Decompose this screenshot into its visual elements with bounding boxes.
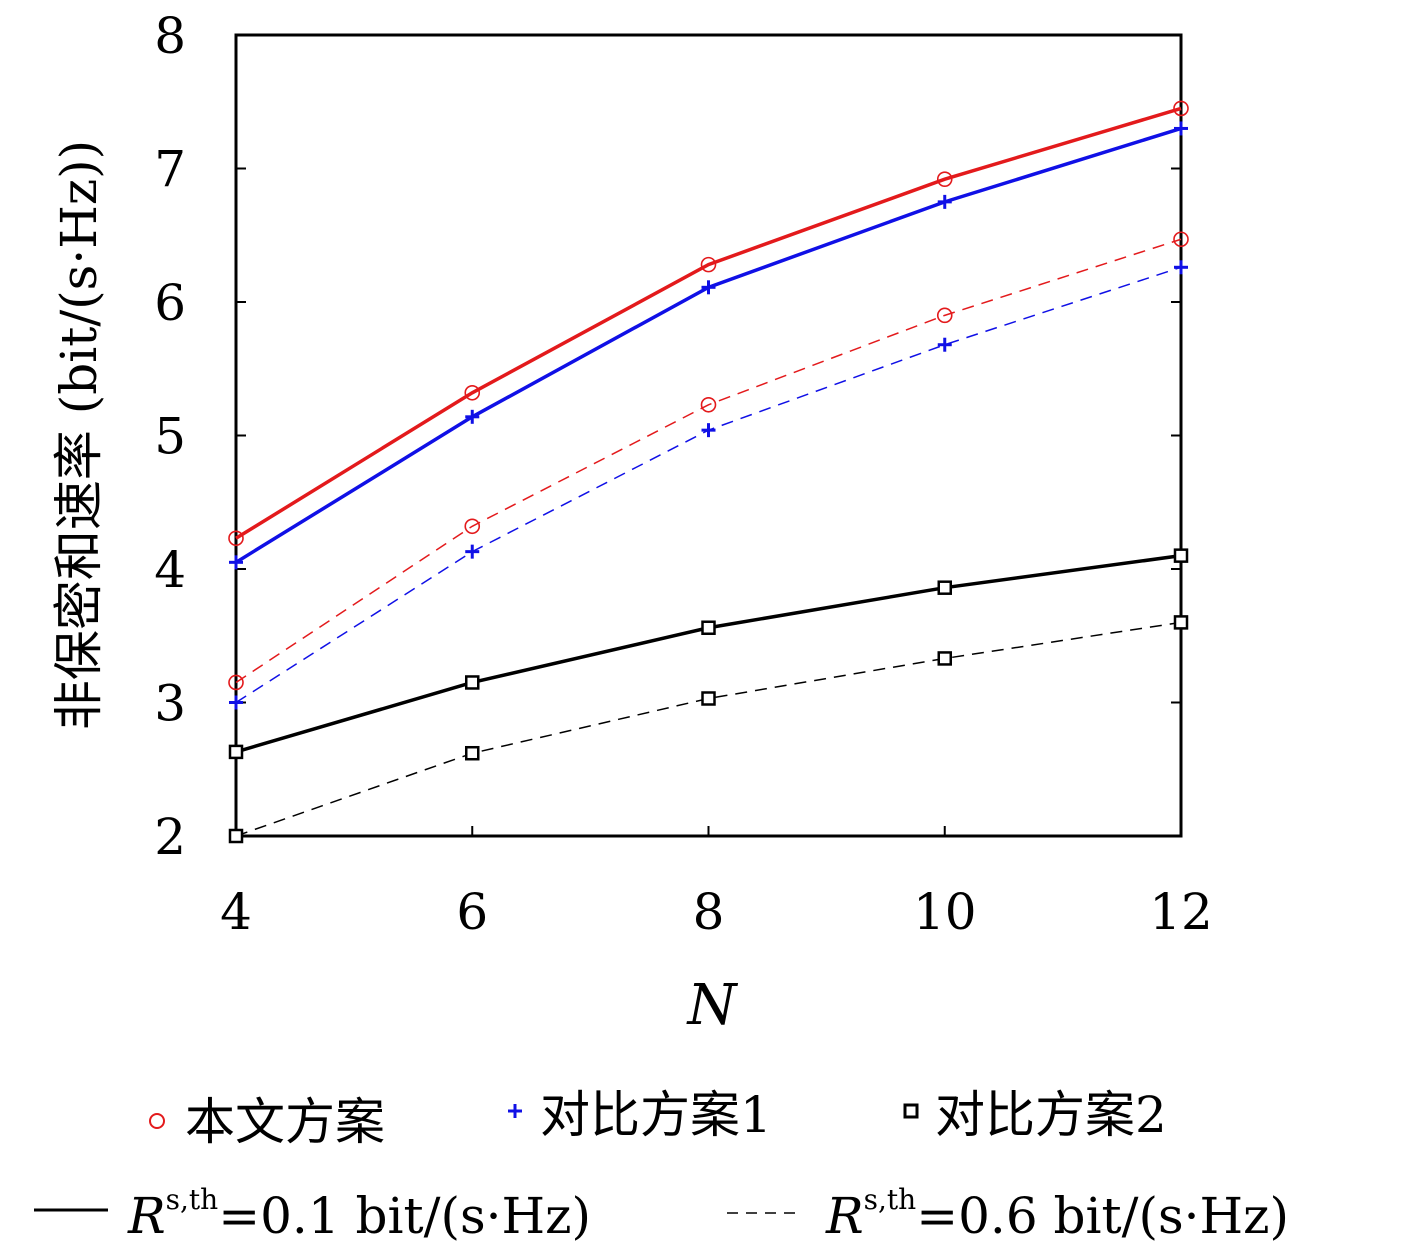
legend-circle-marker <box>149 1113 165 1129</box>
x-tick-label: 10 <box>913 883 977 941</box>
series-line <box>235 238 1182 684</box>
data-point-square <box>465 745 480 761</box>
y-tick-label: 5 <box>154 408 186 466</box>
series-group <box>228 100 1189 844</box>
data-point-square <box>937 580 952 595</box>
x-axis-title: N <box>686 973 739 1038</box>
data-point-circle <box>464 384 481 401</box>
data-point-square <box>228 744 244 760</box>
data-point-circle <box>936 171 953 187</box>
y-tick-label: 6 <box>154 274 186 332</box>
data-point-circle <box>228 674 244 691</box>
x-tick-label: 4 <box>220 883 252 941</box>
series-4-plus-dashed <box>229 260 1188 710</box>
data-point-square <box>1173 615 1189 630</box>
legend-label-scheme-proposed: 本文方案 <box>185 1093 385 1151</box>
series-0-circle-solid <box>228 100 1189 547</box>
legend-label-scheme-1: 对比方案1 <box>540 1086 772 1144</box>
legend-threshold-dashed: Rs,th=0.6 bit/(s·Hz) <box>825 1183 1289 1245</box>
data-point-circle <box>1173 100 1189 117</box>
legend-schemes: 本文方案 对比方案1 对比方案2 <box>149 1086 1167 1151</box>
y-tick-label: 4 <box>154 541 186 599</box>
y-tick-label: 2 <box>154 808 186 866</box>
series-5-square-dashed <box>228 615 1189 844</box>
legend-threshold-solid: Rs,th=0.1 bit/(s·Hz) <box>127 1183 591 1245</box>
series-line <box>235 106 1182 540</box>
y-tick-label: 3 <box>154 675 186 733</box>
series-line <box>235 126 1182 564</box>
data-point-plus <box>937 337 952 352</box>
x-tick-label: 12 <box>1149 883 1213 941</box>
x-tick-label: 8 <box>693 883 725 941</box>
series-3-circle-dashed <box>228 231 1189 691</box>
series-line <box>235 621 1182 837</box>
legend-square-marker <box>903 1103 919 1119</box>
data-point-circle <box>464 518 481 535</box>
data-point-square <box>701 620 716 635</box>
data-point-circle <box>1173 231 1189 248</box>
y-tick-label: 8 <box>154 7 186 65</box>
y-axis-title: 非保密和速率 (bit/(s·Hz)) <box>50 140 108 730</box>
axis-ticks: 4 6 8 10 12 2 3 4 5 6 7 8 <box>154 7 1213 941</box>
data-point-square <box>228 828 244 844</box>
data-point-plus <box>465 409 480 424</box>
series-1-plus-solid <box>229 121 1188 570</box>
data-point-square <box>1173 548 1189 563</box>
x-tick-label: 6 <box>456 883 488 941</box>
data-point-plus <box>701 423 716 438</box>
data-point-plus <box>229 555 243 570</box>
series-2-square-solid <box>228 548 1189 760</box>
legend-line-styles: Rs,th=0.1 bit/(s·Hz) Rs,th=0.6 bit/(s·Hz… <box>34 1183 1289 1245</box>
data-point-plus <box>937 194 952 209</box>
data-point-plus <box>229 695 243 710</box>
data-point-plus <box>465 544 480 559</box>
data-point-circle <box>936 307 953 324</box>
data-point-square <box>701 691 716 706</box>
data-point-square <box>937 651 952 666</box>
data-point-plus <box>701 280 716 295</box>
data-point-plus <box>1174 121 1188 136</box>
legend-plus-marker <box>508 1104 522 1118</box>
data-point-circle <box>228 530 244 547</box>
series-line <box>235 553 1182 754</box>
data-point-square <box>465 675 480 690</box>
y-tick-label: 7 <box>154 141 186 199</box>
data-point-circle <box>700 256 717 273</box>
data-point-plus <box>1174 260 1188 275</box>
data-point-circle <box>700 396 717 413</box>
series-line <box>235 266 1182 704</box>
legend-label-scheme-2: 对比方案2 <box>935 1086 1167 1144</box>
